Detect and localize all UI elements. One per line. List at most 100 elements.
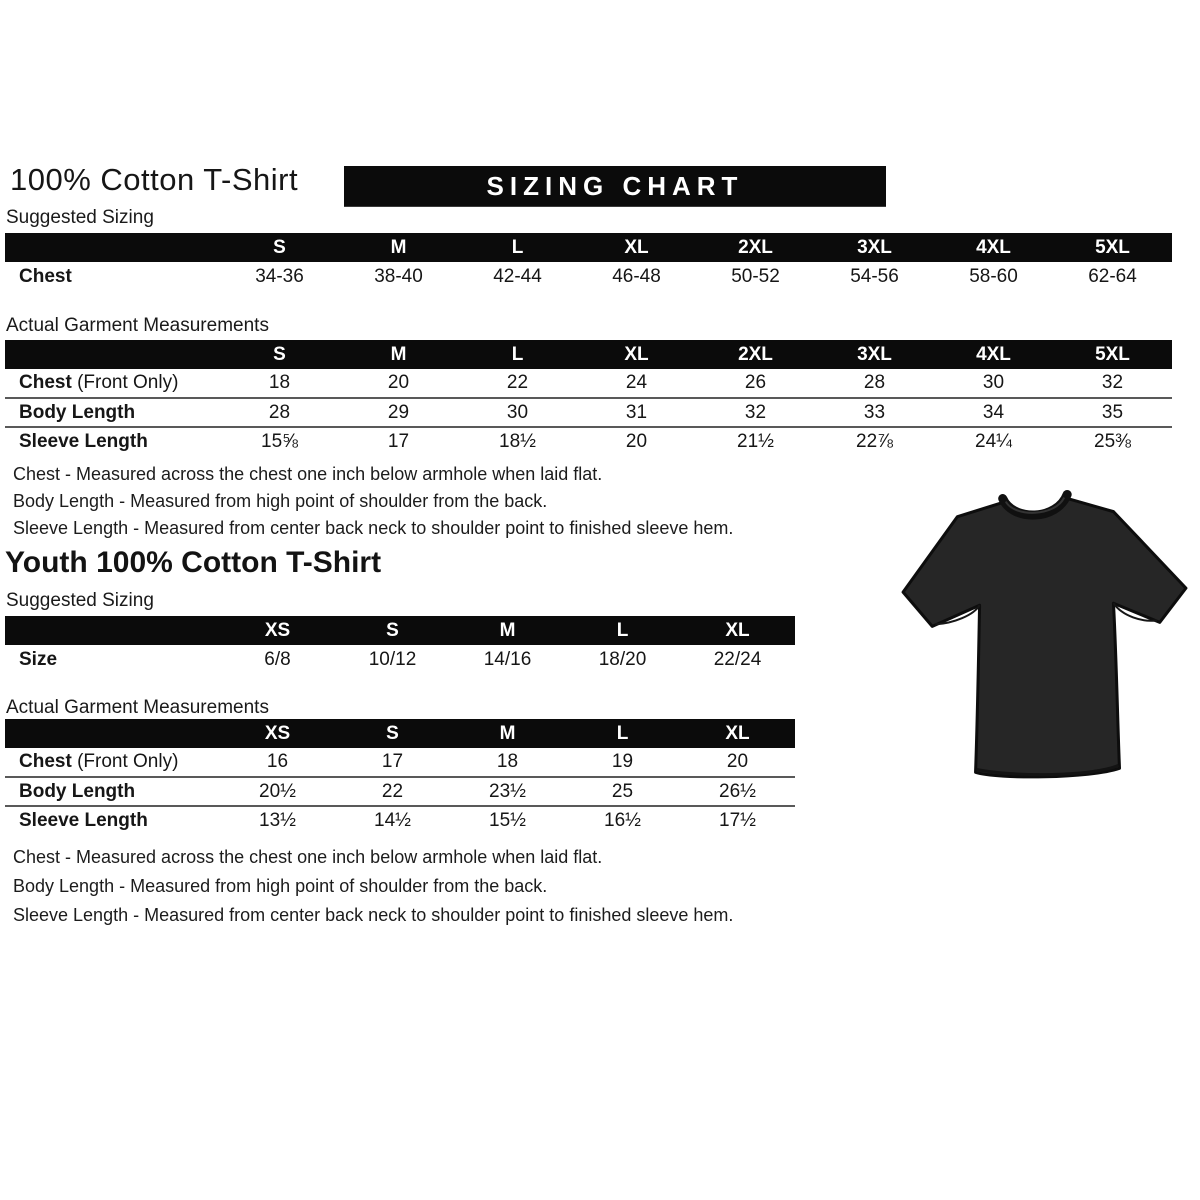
size-column-header: S	[220, 233, 339, 262]
table-row: Body Length 20½ 22 23½ 25 26½	[5, 777, 795, 806]
table-row: Sleeve Length 15⅝ 17 18½ 20 21½ 22⅞ 24¼ 25⅜	[5, 427, 1172, 456]
measurement-cell: 54-56	[850, 265, 899, 287]
tshirt-hem-line	[976, 763, 1120, 777]
measurement-cell: 29	[387, 401, 410, 423]
measurement-cell: 17	[387, 431, 410, 452]
row-label: Chest (Front Only)	[19, 751, 179, 772]
row-label: Chest (Front Only)	[19, 372, 179, 393]
size-column-header: 3XL	[815, 233, 934, 262]
measurement-cell: 15⅝	[261, 431, 298, 452]
size-column-header: XL	[577, 340, 696, 369]
table-row: Chest (Front Only) 16 17 18 19 20	[5, 748, 795, 777]
measurement-cell: 30	[506, 401, 529, 423]
tshirt-left-sleeve-seam	[935, 604, 981, 626]
header-corner-cell	[5, 616, 220, 645]
measurement-note: Chest - Measured across the chest one in…	[13, 464, 603, 484]
youth-suggested-sizing-table: XS S M L XL Size 6/8 10/12 14/16 18/20 22/24	[5, 616, 795, 674]
adult-suggested-sizing-table: S M L XL 2XL 3XL 4XL 5XL Chest 34-36 38-40 42-44 46-…	[5, 233, 1172, 291]
row-label: Body Length	[19, 780, 136, 802]
tshirt-collar	[998, 489, 1072, 520]
measurement-cell: 18½	[499, 431, 536, 452]
size-column-header: XS	[220, 719, 335, 748]
measurement-cell: 24	[625, 372, 648, 393]
measurement-note: Body Length - Measured from high point o…	[13, 876, 548, 896]
measurement-cell: 24¼	[975, 431, 1012, 452]
tshirt-right-sleeve-seam	[1112, 602, 1157, 622]
measurement-note: Sleeve Length - Measured from center bac…	[13, 905, 734, 925]
measurement-cell: 20	[726, 751, 749, 772]
row-label-suffix: (Front Only)	[71, 751, 179, 772]
measurement-cell: 34-36	[255, 265, 304, 287]
measurement-cell: 18/20	[598, 648, 647, 670]
size-column-header: 4XL	[934, 340, 1053, 369]
measurement-cell: 31	[625, 401, 648, 423]
size-column-header: M	[450, 616, 565, 645]
measurement-cell: 6/8	[264, 648, 291, 670]
table-row: Size 6/8 10/12 14/16 18/20 22/24	[5, 645, 795, 674]
row-label: Chest	[19, 265, 72, 287]
size-column-header: L	[565, 616, 680, 645]
measurement-cell: 20½	[259, 780, 296, 802]
measurement-cell: 15½	[489, 810, 526, 831]
banner-title: SIZING CHART	[486, 170, 744, 201]
size-column-header: 3XL	[815, 340, 934, 369]
measurement-cell: 26	[744, 372, 767, 393]
measurement-cell: 14/16	[483, 648, 532, 670]
row-label: Sleeve Length	[19, 431, 148, 452]
adult-suggested-sizing-label: Suggested Sizing	[6, 207, 154, 228]
row-label: Sleeve Length	[19, 810, 148, 831]
measurement-cell: 35	[1101, 401, 1124, 423]
size-column-header: L	[458, 340, 577, 369]
measurement-cell: 20	[387, 372, 410, 393]
size-column-header: XL	[680, 616, 795, 645]
measurement-cell: 32	[744, 401, 767, 423]
measurement-cell: 34	[982, 401, 1005, 423]
size-column-header: S	[335, 719, 450, 748]
measurement-note: Chest - Measured across the chest one in…	[13, 847, 603, 867]
youth-actual-measurements-table: XS S M L XL Chest (Front Only) 16 17 18 19 20 Body …	[5, 719, 795, 835]
size-column-header: 2XL	[696, 233, 815, 262]
measurement-cell: 19	[611, 751, 634, 772]
size-column-header: S	[220, 340, 339, 369]
adult-section-title: 100% Cotton T-Shirt	[10, 162, 299, 197]
adult-actual-measurements-label: Actual Garment Measurements	[6, 315, 269, 336]
row-label: Size	[19, 648, 58, 670]
measurement-note: Body Length - Measured from high point o…	[13, 491, 548, 511]
row-label-suffix: (Front Only)	[71, 372, 179, 393]
adult-measurement-notes: Chest - Measured across the chest one in…	[13, 461, 733, 542]
tshirt-body-shape	[901, 496, 1188, 779]
measurement-cell: 58-60	[969, 265, 1018, 287]
measurement-cell: 25	[611, 780, 634, 802]
table-header-row: XS S M L XL	[5, 719, 795, 748]
measurement-cell: 16½	[604, 810, 641, 831]
size-column-header: XL	[680, 719, 795, 748]
size-column-header: L	[458, 233, 577, 262]
measurement-cell: 22/24	[713, 648, 762, 670]
measurement-cell: 22⅞	[856, 431, 893, 452]
measurement-cell: 14½	[374, 810, 411, 831]
measurement-cell: 21½	[737, 431, 774, 452]
table-row: Body Length 28 29 30 31 32 33 34 35	[5, 398, 1172, 427]
measurement-cell: 13½	[259, 810, 296, 831]
header-corner-cell	[5, 719, 220, 748]
measurement-cell: 32	[1101, 372, 1124, 393]
size-column-header: 4XL	[934, 233, 1053, 262]
measurement-cell: 26½	[719, 780, 756, 802]
table-header-row: S M L XL 2XL 3XL 4XL 5XL	[5, 340, 1172, 369]
measurement-cell: 17½	[719, 810, 756, 831]
header-corner-cell	[5, 233, 220, 262]
table-row: Sleeve Length 13½ 14½ 15½ 16½ 17½	[5, 806, 795, 835]
measurement-note: Sleeve Length - Measured from center bac…	[13, 518, 734, 538]
measurement-cell: 42-44	[493, 265, 542, 287]
row-label: Body Length	[19, 401, 136, 423]
size-column-header: M	[450, 719, 565, 748]
youth-measurement-notes: Chest - Measured across the chest one in…	[13, 843, 733, 930]
measurement-cell: 22	[506, 372, 529, 393]
size-column-header: S	[335, 616, 450, 645]
measurement-cell: 50-52	[731, 265, 780, 287]
measurement-cell: 25⅜	[1094, 431, 1131, 452]
table-header-row: S M L XL 2XL 3XL 4XL 5XL	[5, 233, 1172, 262]
youth-actual-measurements-label: Actual Garment Measurements	[6, 697, 269, 718]
measurement-cell: 23½	[489, 780, 526, 802]
